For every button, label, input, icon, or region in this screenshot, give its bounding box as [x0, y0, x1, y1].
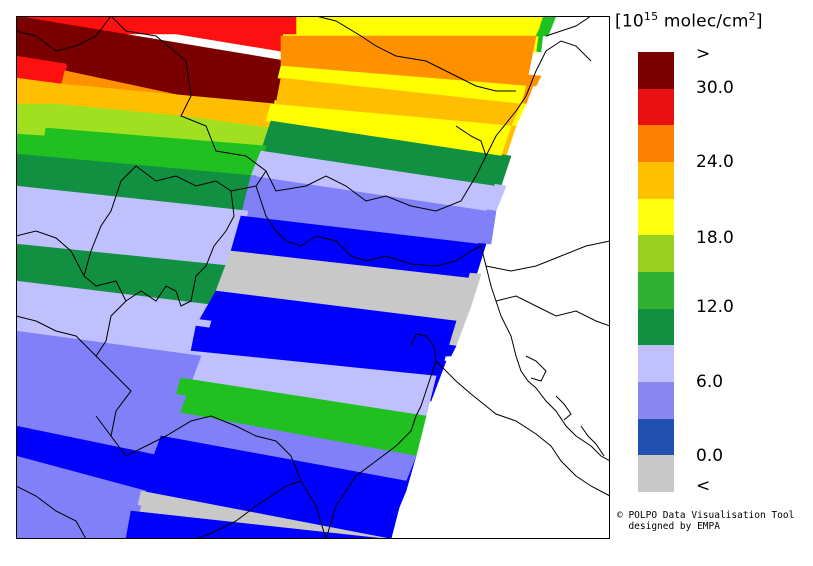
legend-bin: [638, 345, 674, 383]
coastline-line: [435, 360, 610, 497]
legend-tick-label: 18.0: [696, 228, 734, 248]
border-line: [125, 190, 235, 307]
swath-strip: [16, 475, 142, 539]
unit-prefix: [10: [615, 11, 644, 32]
border-line: [83, 165, 327, 539]
border-line: [16, 315, 97, 357]
unit-middle: molec/cm: [658, 11, 749, 32]
country-borders: [16, 16, 610, 539]
border-line: [16, 16, 112, 52]
coastline-line: [525, 355, 547, 382]
legend-tick-label: 30.0: [696, 78, 734, 98]
legend-bin: [638, 162, 674, 200]
legend-bin: [638, 52, 674, 90]
legend-tick-label: >: [696, 44, 711, 64]
border-line: [16, 485, 87, 539]
swath-strip: [16, 103, 57, 129]
credit-text: © POLPO Data Visualisation Tool designed…: [617, 510, 794, 532]
swath-strip: [535, 16, 557, 37]
unit-square: 2: [748, 10, 756, 23]
map-canvas: [16, 16, 610, 539]
color-legend: [638, 52, 674, 493]
legend-bin: [638, 235, 674, 273]
unit-exponent: 15: [643, 10, 659, 23]
legend-bin: [638, 272, 674, 310]
credit-line-1: © POLPO Data Visualisation Tool: [617, 510, 795, 521]
legend-tick-label: 24.0: [696, 152, 734, 172]
legend-bin: [638, 455, 674, 493]
border-line: [455, 125, 487, 157]
map-border: [16, 16, 610, 539]
legend-bin: [638, 125, 674, 163]
coastline-line: [195, 480, 302, 539]
coastline-line: [580, 425, 605, 457]
legend-bin: [638, 382, 674, 420]
legend-bin: [638, 88, 674, 126]
legend-bin: [638, 198, 674, 236]
credit-line-2: designed by EMPA: [617, 521, 720, 532]
unit-label: [1015 molec/cm2]: [615, 10, 763, 32]
border-line: [485, 240, 610, 272]
legend-tick-label: 0.0: [696, 446, 724, 466]
coastline-line: [325, 333, 437, 539]
swath-strip: [16, 133, 47, 157]
swath-strip: [295, 16, 544, 37]
border-line: [545, 16, 592, 37]
legend-tick-label: 12.0: [696, 297, 734, 317]
legend-tick-label: <: [696, 476, 711, 496]
legend-tick-label: 6.0: [696, 372, 724, 392]
map-panel: [16, 16, 610, 539]
border-line: [110, 16, 592, 212]
border-line: [315, 16, 516, 92]
satellite-swath: [16, 16, 557, 539]
coastline-line: [555, 395, 572, 421]
coastline-line: [500, 315, 610, 462]
border-line: [16, 230, 85, 277]
legend-bin: [638, 418, 674, 456]
coastline: [195, 315, 610, 539]
border-line: [495, 295, 610, 327]
border-line: [95, 415, 112, 437]
swath-strip: [125, 510, 387, 539]
legend-bin: [638, 308, 674, 346]
unit-suffix: ]: [755, 11, 763, 32]
